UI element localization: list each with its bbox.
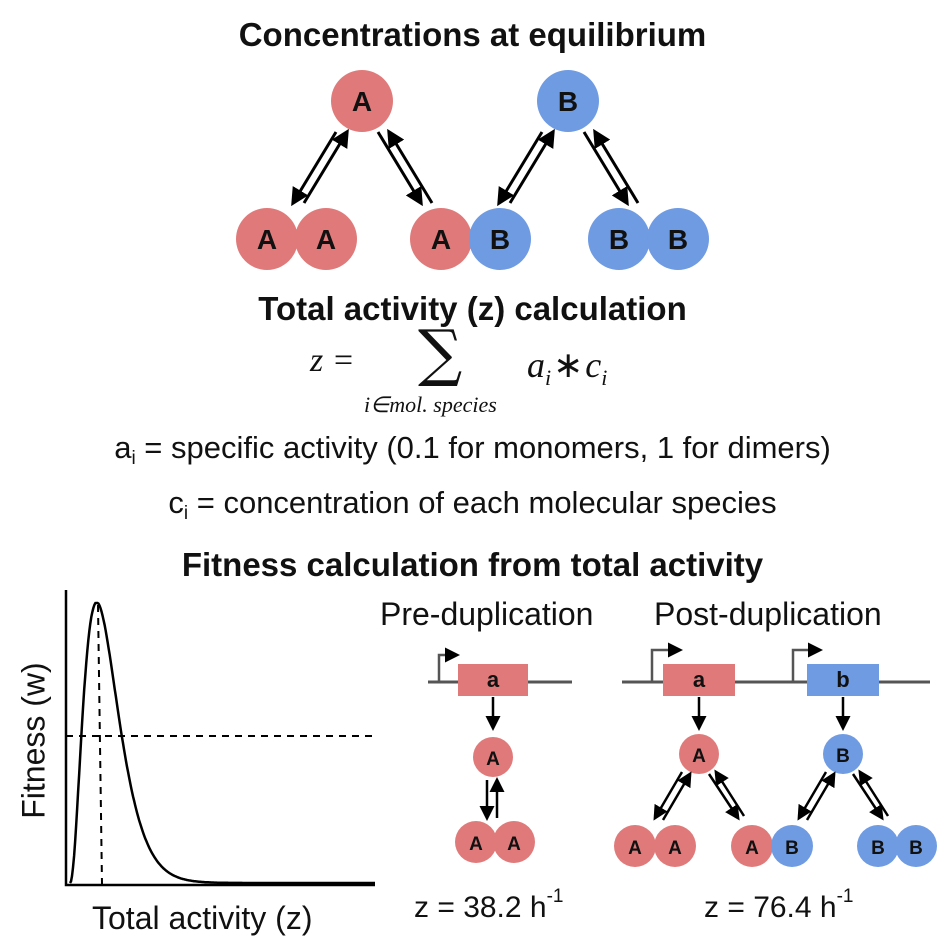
post-gene-a-label: a [693, 667, 706, 692]
dimer-ab-label-a: A [431, 224, 451, 255]
dimer-aa: A A [236, 208, 357, 270]
monomer-a: A [331, 70, 393, 132]
dimer-ab-label-b: B [490, 224, 510, 255]
gene-a-label: a [487, 667, 500, 692]
equilibrium-diagram: A B A A A B B B [236, 70, 709, 270]
fitness-xlabel: Total activity (z) [92, 900, 313, 936]
dimer-aa-label-1: A [257, 224, 277, 255]
dimer-bb-label-2: B [668, 224, 688, 255]
formula-lhs: z = [310, 342, 355, 379]
dimer-ab: A B [410, 208, 531, 270]
post-monomer-b-label: B [836, 746, 850, 767]
post-monomer-a-label: A [692, 746, 706, 767]
post-dimer-ab-a: A [745, 838, 759, 859]
pre-dimer-label-2: A [507, 834, 521, 855]
pre-z-value: z = 38.2 h-1 [414, 886, 564, 924]
post-z-value: z = 76.4 h-1 [704, 886, 854, 924]
post-gene-b-label: b [836, 667, 849, 692]
post-dimer-bb-1: B [871, 838, 885, 859]
fitness-curve [68, 601, 375, 885]
post-duplication-genes: a b A B A A [614, 642, 937, 867]
post-duplication-label: Post-duplication [654, 596, 882, 632]
pre-monomer-label: A [486, 749, 500, 770]
post-dimer-aa-2: A [668, 838, 682, 859]
formula-sum-symbol: ∑ [418, 316, 463, 389]
dimer-aa-label-2: A [316, 224, 336, 255]
pre-dimer-label-1: A [469, 834, 483, 855]
post-dimer-ab-b: B [785, 838, 799, 859]
formula-sum-subscript: i∈mol. species [364, 392, 497, 417]
equilibrium-heading: Concentrations at equilibrium [238, 16, 707, 53]
plot-axes [64, 590, 375, 887]
pre-duplication-label: Pre-duplication [380, 596, 594, 632]
post-dimer-bb-2: B [909, 838, 923, 859]
fitness-heading: Fitness calculation from total activity [181, 546, 764, 583]
dimer-bb: B B [588, 208, 709, 270]
activity-heading: Total activity (z) calculation [258, 290, 687, 327]
equilibrium-arrows [291, 128, 640, 207]
pre-duplication-gene: a A A A [428, 647, 572, 863]
monomer-b-label: B [558, 86, 578, 117]
dimer-bb-label-1: B [609, 224, 629, 255]
definition-c: ci = concentration of each molecular spe… [168, 485, 777, 524]
formula-product: ai∗ci [527, 345, 608, 390]
monomer-b: B [537, 70, 599, 132]
post-dimer-aa-1: A [628, 838, 642, 859]
monomer-a-label: A [352, 86, 372, 117]
definition-a: ai = specific activity (0.1 for monomers… [114, 430, 831, 469]
